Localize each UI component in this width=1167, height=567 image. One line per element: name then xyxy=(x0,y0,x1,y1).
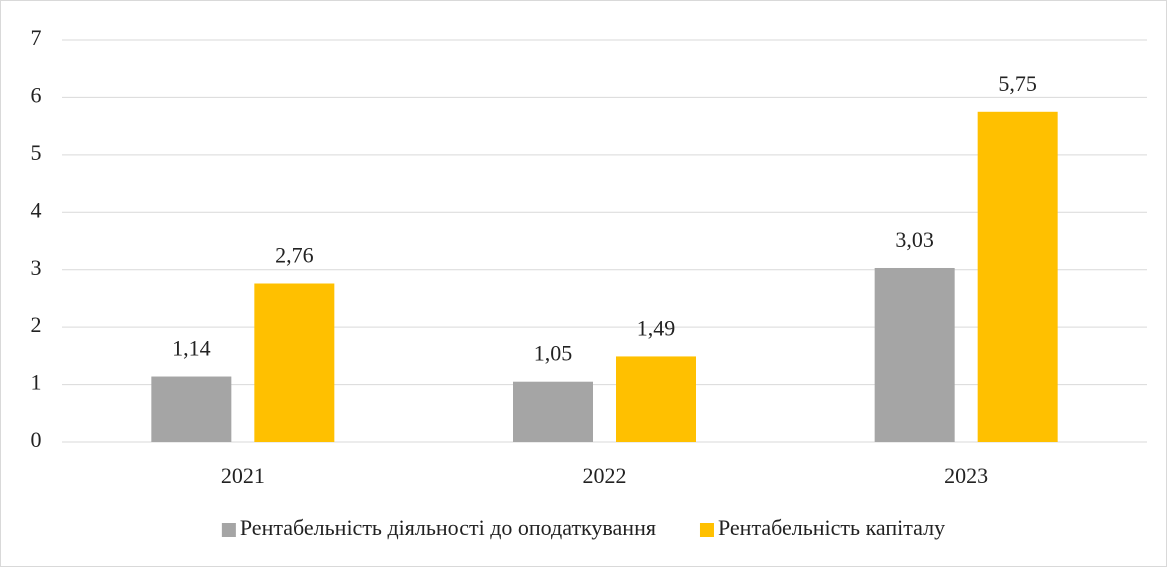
data-label: 3,03 xyxy=(895,227,934,252)
y-tick-label: 1 xyxy=(31,370,42,395)
y-tick-label: 0 xyxy=(31,427,42,452)
bar xyxy=(151,376,232,442)
y-tick-label: 2 xyxy=(31,312,42,337)
bar xyxy=(977,111,1058,443)
legend-label: Рентабельність діяльності до оподаткуван… xyxy=(240,515,656,540)
data-label: 2,76 xyxy=(275,243,314,268)
legend-swatch xyxy=(221,523,236,537)
x-tick-label: 2023 xyxy=(944,463,988,488)
bar xyxy=(254,283,335,442)
data-label: 1,05 xyxy=(534,341,573,366)
x-tick-label: 2021 xyxy=(221,463,265,488)
data-label: 5,75 xyxy=(998,71,1037,96)
y-tick-label: 3 xyxy=(31,255,42,280)
bar xyxy=(874,267,955,442)
y-tick-label: 6 xyxy=(31,82,42,107)
x-tick-label: 2022 xyxy=(583,463,627,488)
data-label: 1,49 xyxy=(637,315,676,340)
bar xyxy=(616,356,696,442)
data-label: 1,14 xyxy=(172,336,211,361)
y-tick-label: 5 xyxy=(31,140,42,165)
bar xyxy=(513,381,593,442)
legend-label: Рентабельність капіталу xyxy=(718,515,945,540)
y-tick-label: 4 xyxy=(31,197,42,222)
legend-swatch xyxy=(699,523,714,537)
y-tick-label: 7 xyxy=(31,25,42,50)
